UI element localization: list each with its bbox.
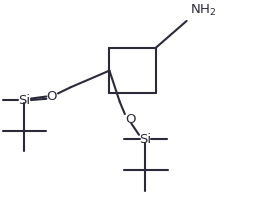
Text: Si: Si: [139, 133, 151, 147]
Text: O: O: [46, 90, 57, 103]
Text: O: O: [125, 113, 135, 126]
Text: Si: Si: [18, 94, 30, 106]
Text: NH$_2$: NH$_2$: [190, 3, 217, 18]
